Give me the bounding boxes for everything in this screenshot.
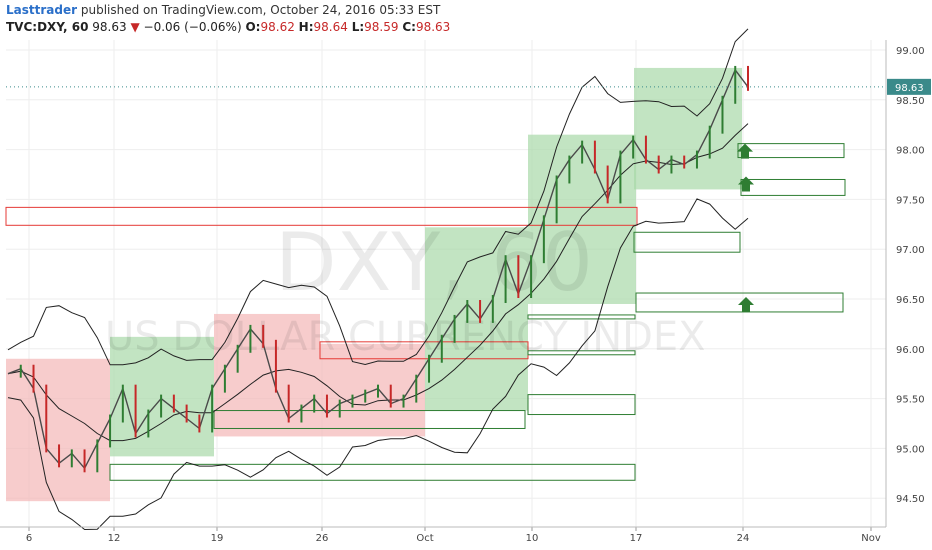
green-box <box>635 292 844 313</box>
upper-band <box>7 28 749 366</box>
green-box <box>213 410 526 429</box>
y-tick-label: 95.50 <box>896 395 925 406</box>
price-change: −0.06 (−0.06%) <box>143 20 242 34</box>
up-arrow-icon <box>738 176 754 192</box>
author-link[interactable]: Lasttrader <box>6 3 78 17</box>
x-tick-label: 6 <box>26 533 32 544</box>
up-arrow-icon <box>737 143 753 159</box>
x-tick-label: 26 <box>316 533 329 544</box>
symbol-label: TVC:DXY, 60 <box>6 20 89 34</box>
open-value: 98.62 <box>260 20 295 34</box>
green-box <box>737 143 845 159</box>
open-label: O: <box>245 20 261 34</box>
red-zone <box>6 358 110 502</box>
high-label: H: <box>298 20 314 34</box>
green-box <box>527 394 636 416</box>
lower-band <box>7 198 749 531</box>
bollinger-bands <box>7 28 749 531</box>
y-tick-label: 94.50 <box>896 494 925 505</box>
price-series <box>6 65 886 473</box>
x-tick-label: 24 <box>737 533 750 544</box>
green-box <box>740 178 846 196</box>
last-price: 98.63 <box>92 20 127 34</box>
green-box <box>109 463 636 481</box>
low-label: L: <box>351 20 365 34</box>
high-value: 98.64 <box>313 20 348 34</box>
x-tick-label: Oct <box>416 533 433 544</box>
watermark-name: US DOLLAR CURRENCY INDEX <box>105 314 706 360</box>
green-box <box>527 350 636 356</box>
watermark-symbol: DXY, 60 <box>275 216 593 309</box>
green-box <box>633 231 741 253</box>
up-arrow-icon <box>738 296 754 312</box>
ohlc-header: TVC:DXY, 60 98.63 ▼ −0.06 (−0.06%) O:98.… <box>6 20 450 34</box>
x-tick-label: Nov <box>861 533 881 544</box>
arrows <box>737 143 754 312</box>
green-zone <box>634 67 742 190</box>
close-label: C: <box>402 20 416 34</box>
down-triangle-icon: ▼ <box>130 20 140 34</box>
x-tick-label: 12 <box>108 533 121 544</box>
red-box <box>5 206 638 226</box>
x-tick-label: 17 <box>630 533 643 544</box>
green-box <box>527 314 636 320</box>
y-tick-label: 95.00 <box>896 444 925 455</box>
zones <box>5 67 846 502</box>
low-value: 98.59 <box>364 20 399 34</box>
last-price-label-bg <box>887 78 931 95</box>
x-tick-label: 10 <box>526 533 539 544</box>
middle-band <box>7 123 749 442</box>
axes: 99.00 98.50 98.00 97.50 97.00 96.50 96.00 95.50… <box>0 40 931 544</box>
y-tick-label: 96.00 <box>896 345 925 356</box>
y-tick-label: 99.00 <box>896 46 925 57</box>
y-tick-label: 96.50 <box>896 295 925 306</box>
x-tick-label: 19 <box>211 533 224 544</box>
close-value: 98.63 <box>415 20 451 34</box>
publish-header: Lasttrader published on TradingView.com,… <box>6 3 440 17</box>
y-tick-label: 97.50 <box>896 195 925 206</box>
last-price-label: 98.63 <box>895 83 924 94</box>
y-tick-label: 98.00 <box>896 146 925 157</box>
y-tick-label: 97.00 <box>896 245 925 256</box>
published-text: published on TradingView.com, October 24… <box>80 3 441 17</box>
y-tick-label: 98.50 <box>896 96 925 107</box>
